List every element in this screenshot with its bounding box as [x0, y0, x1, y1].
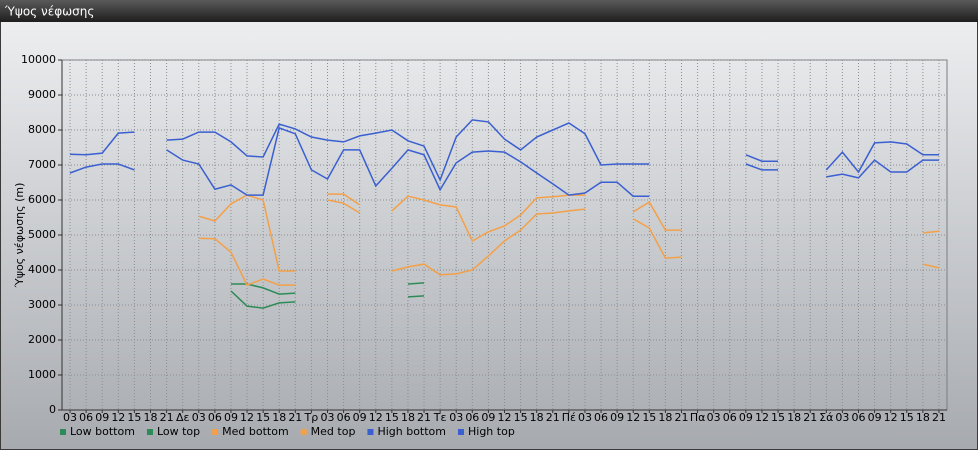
legend-label: Low top [157, 425, 200, 438]
y-tick-label: 9000 [28, 88, 56, 101]
x-tick-label: 09 [739, 411, 753, 424]
x-tick-label: 06 [337, 411, 351, 424]
x-tick-label: 18 [272, 411, 286, 424]
y-tick-label: 3000 [28, 298, 56, 311]
x-tick-label: 18 [916, 411, 930, 424]
legend-label: Med top [311, 425, 356, 438]
x-tick-label: 03 [63, 411, 77, 424]
x-tick-label: 21 [417, 411, 431, 424]
x-tick-label: 12 [884, 411, 898, 424]
x-tick-label: 18 [658, 411, 672, 424]
x-tick-label: 06 [465, 411, 479, 424]
x-tick-label: 06 [594, 411, 608, 424]
x-tick-label: 21 [288, 411, 302, 424]
x-tick-label: 09 [353, 411, 367, 424]
x-tick-label: 12 [111, 411, 125, 424]
x-tick-label: Δε [176, 411, 190, 424]
legend-marker [146, 429, 153, 435]
y-tick-label: 7000 [28, 158, 56, 171]
x-tick-label: Πέ [562, 411, 576, 424]
legend-label: High bottom [377, 425, 446, 438]
y-tick-label: 10000 [21, 53, 56, 66]
x-tick-label: 21 [932, 411, 946, 424]
x-tick-label: Τε [433, 411, 447, 424]
series-line [231, 282, 425, 295]
x-tick-label: 12 [369, 411, 383, 424]
x-tick-label: 21 [675, 411, 689, 424]
x-tick-label: 06 [852, 411, 866, 424]
legend-marker [300, 429, 307, 435]
legend-marker [367, 429, 374, 435]
legend-marker [458, 429, 464, 435]
legend-label: Med bottom [222, 425, 289, 438]
chart: 0 1000 2000 3000 4000 5000 6000 7000 8000 9000 100… [13, 53, 948, 438]
x-tick-label: 03 [321, 411, 335, 424]
x-tick-label: 15 [385, 411, 399, 424]
legend-marker [60, 429, 66, 435]
x-tick-label: 03 [192, 411, 206, 424]
series-line [69, 126, 939, 197]
x-tick-label: 15 [256, 411, 270, 424]
legend-marker [212, 429, 219, 435]
x-tick-label: 12 [240, 411, 254, 424]
y-tick-label: 2000 [28, 333, 56, 346]
x-tick-label: 09 [868, 411, 882, 424]
x-tick-label: 21 [546, 411, 560, 424]
x-tick-label: 15 [514, 411, 528, 424]
legend-label: Low bottom [70, 425, 135, 438]
x-tick-label: 15 [642, 411, 656, 424]
window-title: Ύψος νέφωσης [4, 5, 94, 19]
x-tick-label: 09 [95, 411, 109, 424]
x-tick-label: 06 [79, 411, 93, 424]
title-bar [0, 0, 978, 22]
y-tick-label: 8000 [28, 123, 56, 136]
y-tick-label: 0 [49, 403, 56, 416]
x-tick-label: 03 [707, 411, 721, 424]
x-tick-label: Πα [690, 411, 706, 424]
y-axis-label: Ύψος νέφωσης (m) [13, 183, 26, 289]
y-tick-label: 5000 [28, 228, 56, 241]
x-tick-label: 12 [626, 411, 640, 424]
x-tick-label: 18 [144, 411, 158, 424]
series-line [230, 290, 425, 309]
x-tick-label: 12 [755, 411, 769, 424]
x-tick-label: 03 [578, 411, 592, 424]
x-tick-label: 15 [127, 411, 141, 424]
x-tick-label: 06 [723, 411, 737, 424]
y-tick-label: 1000 [28, 368, 56, 381]
x-tick-label: 03 [835, 411, 849, 424]
x-tick-label: 09 [481, 411, 495, 424]
series-line [69, 119, 939, 182]
x-tick-label: 03 [449, 411, 463, 424]
legend-label: High top [468, 425, 515, 438]
x-tick-label: Σά [819, 411, 833, 424]
x-tick-label: 06 [208, 411, 222, 424]
x-tick-label: 09 [224, 411, 238, 424]
x-tick-label: 18 [787, 411, 801, 424]
x-tick-label: 18 [530, 411, 544, 424]
x-tick-label: 12 [498, 411, 512, 424]
x-tick-label: 15 [771, 411, 785, 424]
x-tick-label: 21 [160, 411, 174, 424]
y-tick-label: 4000 [28, 263, 56, 276]
x-tick-label: 18 [401, 411, 415, 424]
x-tick-label: Τρ [304, 411, 319, 424]
x-tick-label: 21 [803, 411, 817, 424]
x-tick-label: 15 [900, 411, 914, 424]
y-tick-label: 6000 [28, 193, 56, 206]
x-tick-label: 09 [610, 411, 624, 424]
series-line [198, 199, 940, 287]
